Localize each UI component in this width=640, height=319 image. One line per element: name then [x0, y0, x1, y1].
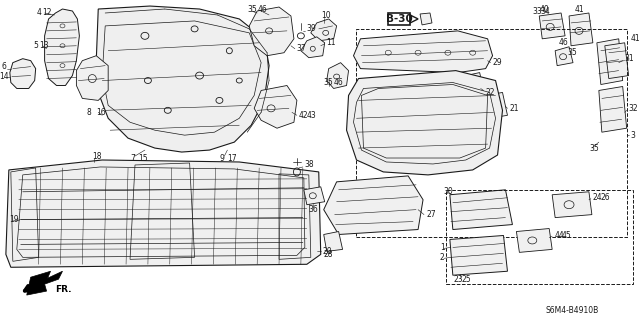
Text: 35: 35	[247, 4, 257, 13]
Text: 12: 12	[42, 9, 51, 18]
Text: FR.: FR.	[56, 285, 72, 293]
Text: 20: 20	[323, 247, 332, 256]
Text: 38: 38	[305, 160, 314, 169]
Text: 16: 16	[96, 108, 106, 117]
Text: 24: 24	[593, 193, 602, 202]
Text: 46: 46	[333, 78, 344, 87]
Text: 33: 33	[532, 6, 542, 16]
Polygon shape	[555, 47, 573, 66]
Polygon shape	[45, 9, 79, 85]
Text: B-30: B-30	[386, 14, 413, 24]
Text: 5: 5	[33, 41, 38, 50]
Polygon shape	[486, 93, 508, 118]
Text: 46: 46	[559, 38, 569, 47]
Polygon shape	[326, 63, 349, 88]
Text: 32: 32	[628, 104, 638, 113]
Text: 22: 22	[486, 88, 495, 97]
Text: 41: 41	[575, 4, 584, 13]
Text: 35: 35	[324, 78, 333, 87]
Polygon shape	[540, 13, 565, 39]
Polygon shape	[10, 59, 36, 88]
Text: 35: 35	[567, 48, 577, 57]
Polygon shape	[96, 6, 269, 152]
Polygon shape	[324, 176, 423, 234]
Text: 40: 40	[540, 4, 549, 13]
Polygon shape	[301, 37, 324, 58]
Polygon shape	[450, 235, 508, 275]
Polygon shape	[420, 13, 432, 25]
Text: 9: 9	[220, 153, 224, 162]
Polygon shape	[516, 228, 552, 252]
Text: 4: 4	[36, 9, 41, 18]
Bar	[446, 190, 632, 284]
Polygon shape	[552, 192, 592, 218]
Text: 15: 15	[138, 153, 148, 162]
Polygon shape	[569, 13, 593, 46]
Text: 18: 18	[92, 152, 102, 160]
Polygon shape	[347, 70, 502, 175]
Text: 39: 39	[307, 24, 317, 33]
Text: 2: 2	[440, 253, 445, 262]
Polygon shape	[466, 73, 484, 93]
Polygon shape	[311, 19, 337, 41]
Text: 17: 17	[227, 153, 237, 162]
Text: 43: 43	[307, 111, 317, 120]
Text: 29: 29	[493, 58, 502, 67]
Text: 19: 19	[9, 215, 19, 224]
Text: 45: 45	[562, 231, 572, 240]
Polygon shape	[27, 271, 63, 295]
Text: 13: 13	[39, 41, 49, 50]
Text: 28: 28	[324, 250, 333, 259]
Polygon shape	[450, 190, 513, 230]
Text: 26: 26	[601, 193, 611, 202]
Text: 10: 10	[321, 11, 330, 20]
Polygon shape	[597, 39, 623, 85]
Polygon shape	[324, 232, 342, 251]
Text: 41: 41	[630, 34, 640, 43]
Text: 6: 6	[1, 62, 6, 71]
Text: 8: 8	[86, 108, 91, 117]
Text: 14: 14	[0, 72, 9, 81]
Polygon shape	[254, 85, 297, 128]
Text: 42: 42	[299, 111, 308, 120]
Text: 27: 27	[426, 210, 436, 219]
Text: 44: 44	[554, 231, 564, 240]
Text: 31: 31	[625, 54, 634, 63]
Polygon shape	[599, 86, 627, 132]
Text: 11: 11	[326, 38, 336, 47]
Text: 25: 25	[462, 275, 472, 284]
Text: 7: 7	[130, 153, 135, 162]
Text: 46: 46	[257, 4, 267, 13]
Polygon shape	[76, 56, 108, 100]
Text: 23: 23	[454, 275, 463, 284]
Text: 37: 37	[297, 44, 307, 53]
Polygon shape	[353, 31, 493, 73]
Text: 21: 21	[509, 104, 519, 113]
Polygon shape	[605, 43, 628, 78]
Text: 36: 36	[309, 205, 319, 214]
Text: S6M4-B4910B: S6M4-B4910B	[545, 307, 598, 315]
Text: 35: 35	[589, 144, 598, 152]
Polygon shape	[6, 160, 321, 267]
Text: 1: 1	[440, 243, 445, 252]
Text: 34: 34	[540, 6, 550, 16]
Text: 30: 30	[443, 187, 452, 196]
Bar	[356, 29, 627, 237]
Text: 3: 3	[630, 131, 636, 140]
Polygon shape	[249, 7, 294, 56]
Polygon shape	[304, 187, 324, 205]
